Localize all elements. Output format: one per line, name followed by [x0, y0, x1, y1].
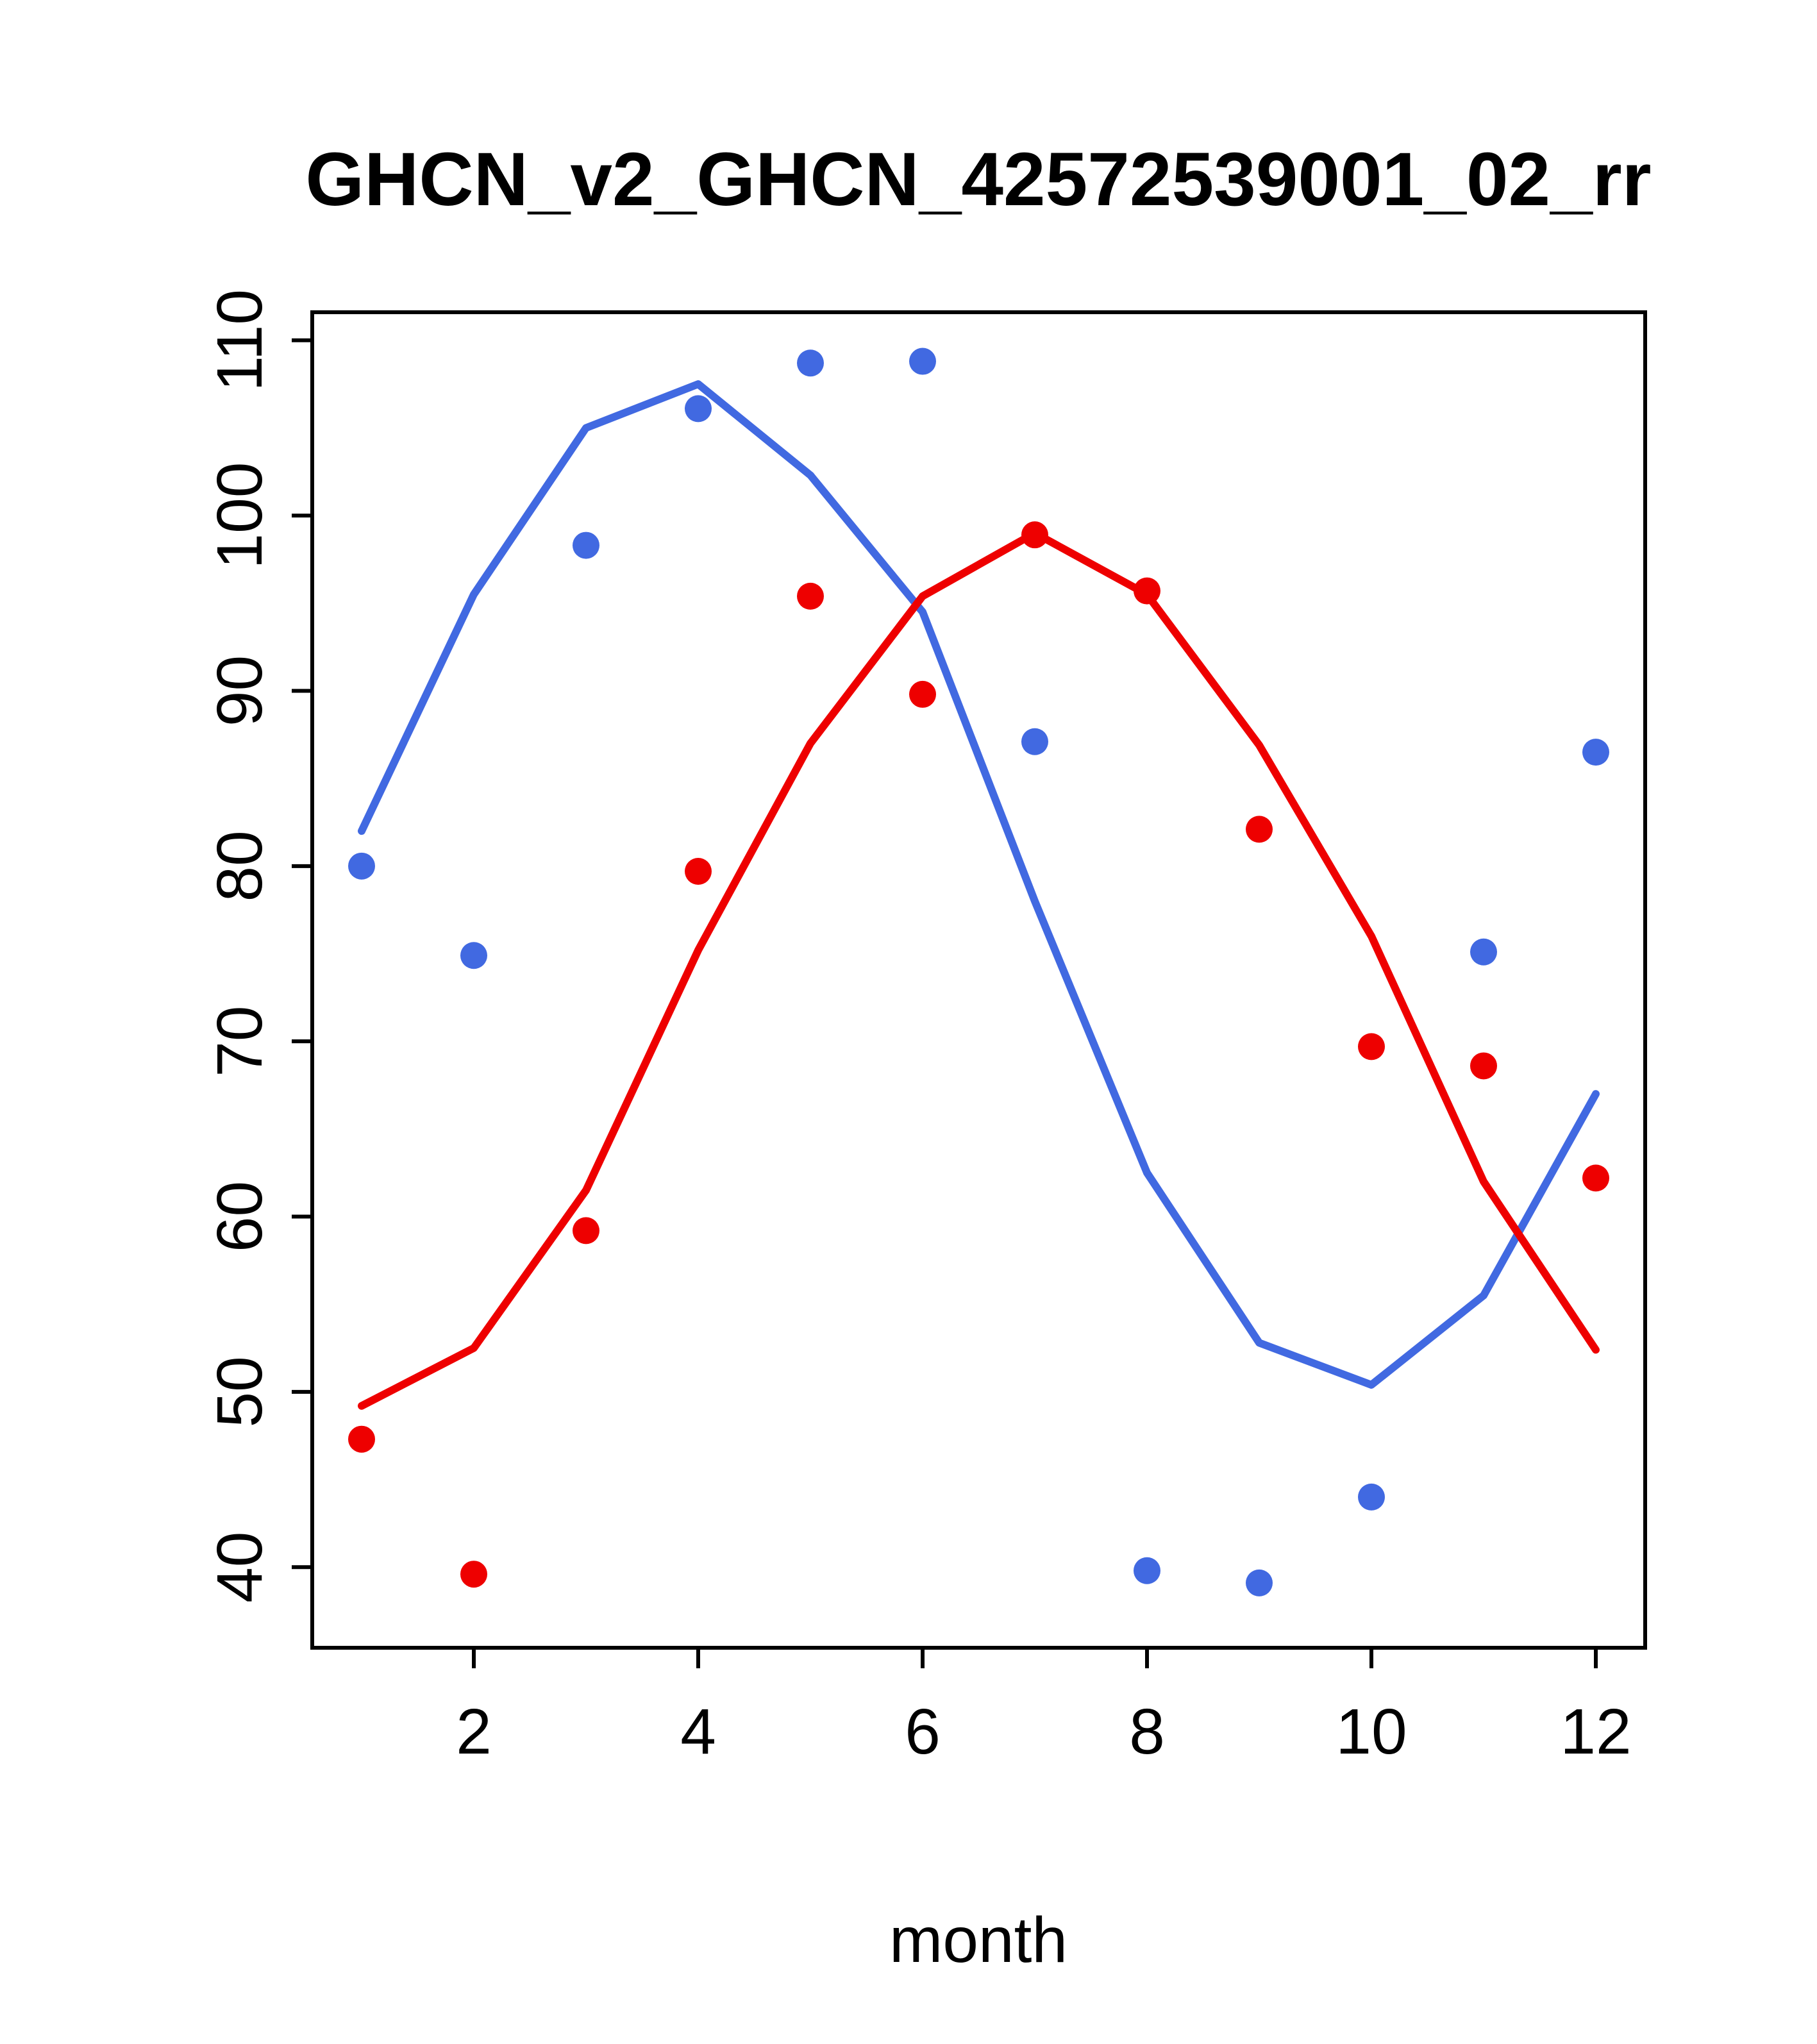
x-tick-label: 10 — [1336, 1696, 1407, 1768]
chart-title: GHCN_v2_GHCN_42572539001_02_rr — [305, 137, 1651, 222]
blue-points-marker — [685, 395, 712, 423]
red-points-marker — [573, 1217, 599, 1244]
red-line — [358, 529, 1600, 1410]
x-axis: 2 4 6 8 10 12 — [456, 1648, 1632, 1768]
y-tick-label: 80 — [204, 830, 276, 901]
red-points-marker — [1134, 577, 1160, 605]
blue-points-marker — [460, 942, 487, 969]
blue-points-marker — [909, 348, 936, 375]
red-points-marker — [1021, 521, 1048, 549]
y-tick-label: 40 — [204, 1532, 276, 1603]
blue-points-marker — [1021, 728, 1048, 755]
blue-points-marker — [1358, 1483, 1385, 1511]
blue-points-marker — [797, 349, 824, 377]
blue-points-marker — [1246, 1569, 1273, 1596]
blue-points-marker — [348, 852, 375, 880]
red-points-marker — [1470, 1052, 1497, 1080]
red-points-marker — [348, 1425, 375, 1453]
x-tick-label: 12 — [1560, 1696, 1631, 1768]
y-axis: 40 50 60 70 80 90 100 110 — [204, 289, 312, 1603]
y-tick-label: 60 — [204, 1181, 276, 1252]
red-points-marker — [1246, 816, 1273, 843]
blue-points-marker — [1470, 938, 1497, 966]
blue-points-marker — [1582, 739, 1609, 766]
red-points-marker — [460, 1561, 487, 1588]
y-tick-label: 70 — [204, 1006, 276, 1077]
x-tick-label: 4 — [680, 1696, 716, 1768]
red-points-marker — [1582, 1164, 1609, 1192]
x-axis-title: month — [889, 1904, 1068, 1976]
x-tick-label: 8 — [1129, 1696, 1165, 1768]
y-tick-label: 100 — [204, 462, 276, 569]
x-tick-label: 2 — [456, 1696, 492, 1768]
blue-points-marker — [573, 532, 599, 559]
series-layer — [348, 348, 1609, 1596]
y-tick-label: 50 — [204, 1356, 276, 1427]
blue-line — [358, 380, 1600, 1389]
blue-points-marker — [1134, 1557, 1160, 1584]
red-points-marker — [797, 582, 824, 610]
red-points-marker — [685, 858, 712, 885]
plot-frame — [310, 310, 1647, 1650]
y-tick-label: 90 — [204, 655, 276, 726]
red-points-marker — [1358, 1033, 1385, 1060]
red-points-marker — [909, 680, 936, 708]
x-tick-label: 6 — [905, 1696, 941, 1768]
y-tick-label: 110 — [204, 289, 276, 391]
